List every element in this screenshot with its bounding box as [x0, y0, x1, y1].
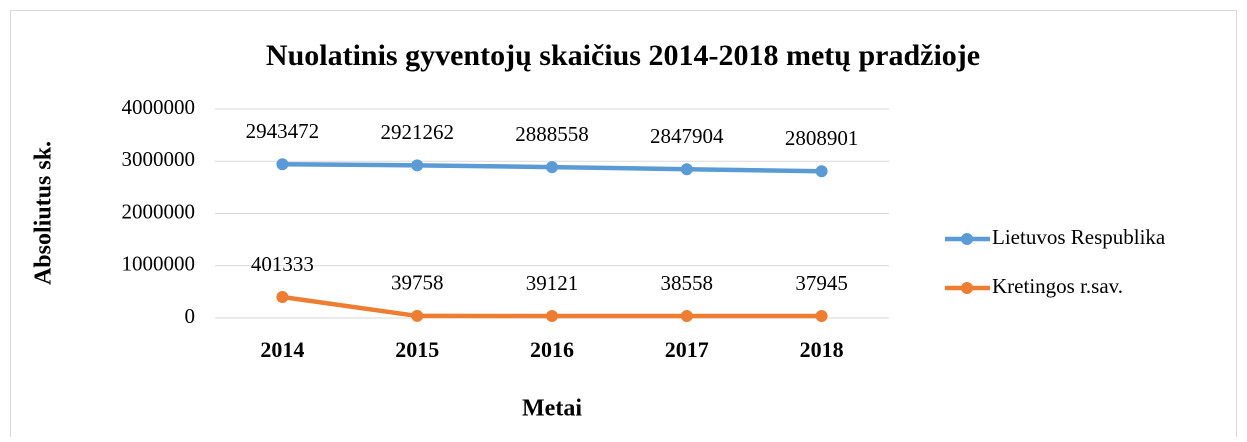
data-point [815, 310, 828, 323]
data-point [411, 159, 424, 172]
data-point [546, 161, 558, 174]
y-axis-label: Absoliutus sk. [31, 141, 57, 285]
data-label: 39121 [526, 271, 579, 295]
data-label: 2888558 [515, 122, 589, 146]
data-point [815, 165, 828, 178]
y-tick-label: 3000000 [122, 147, 196, 171]
legend-marker [961, 233, 973, 245]
data-label: 2847904 [650, 124, 724, 148]
data-point [411, 309, 424, 322]
data-label: 401333 [251, 252, 314, 276]
legend-label: Kretingos r.sav. [992, 274, 1123, 298]
y-tick-label: 1000000 [122, 252, 196, 276]
data-label: 2808901 [785, 126, 859, 150]
data-label: 2921262 [380, 120, 454, 144]
data-point [276, 158, 289, 171]
data-point [680, 309, 693, 322]
data-point [276, 291, 289, 304]
chart-title: Nuolatinis gyventojų skaičius 2014-2018 … [266, 39, 980, 72]
data-point [680, 163, 693, 176]
x-tick-label: 2017 [665, 337, 709, 362]
x-tick-label: 2016 [530, 337, 574, 362]
x-tick-label: 2015 [395, 337, 439, 362]
data-label: 38558 [661, 271, 714, 295]
data-label: 37945 [795, 271, 848, 295]
data-label: 39758 [391, 271, 444, 295]
data-point [546, 309, 558, 322]
data-label: 2943472 [246, 119, 320, 143]
y-tick-label: 0 [185, 304, 196, 328]
x-tick-label: 2018 [800, 337, 844, 362]
x-tick-label: 2014 [260, 337, 304, 362]
legend-label: Lietuvos Respublika [992, 225, 1166, 249]
y-tick-label: 2000000 [122, 199, 196, 223]
y-tick-label: 4000000 [122, 95, 196, 119]
legend-marker [961, 282, 973, 294]
x-axis-label: Metai [522, 396, 582, 422]
chart-border [10, 10, 1237, 441]
